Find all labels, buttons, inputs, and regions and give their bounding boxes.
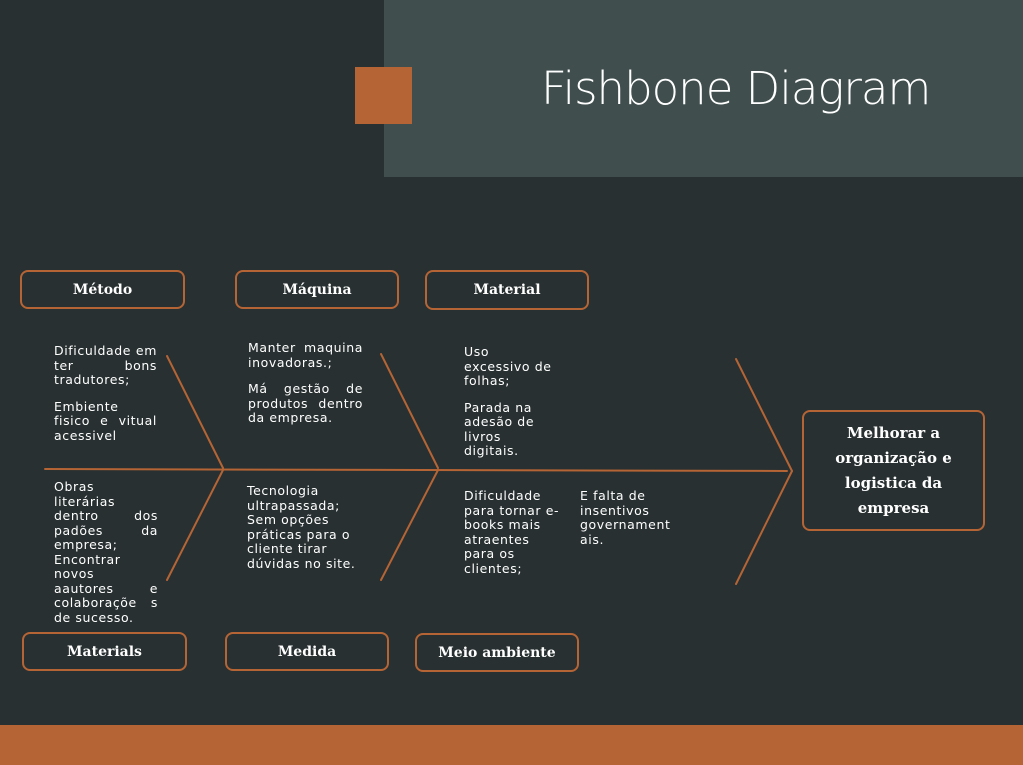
cause-item: Má gestão de produtos dentro da empresa. — [248, 381, 363, 425]
spine-line — [44, 468, 788, 472]
cause-item: Obras literárias dentro dos padões da em… — [54, 479, 158, 625]
causes-meio-ambiente-1: Dificuldade para tornar e-books mais atr… — [464, 488, 560, 576]
category-metodo: Método — [20, 270, 185, 309]
cause-item: Manter maquina inovadoras.; — [248, 340, 363, 370]
category-medida: Medida — [225, 632, 389, 671]
cause-item: Uso excessivo de folhas; — [464, 344, 552, 388]
causes-metodo: Dificuldade em ter bons tradutores; Embi… — [54, 343, 157, 443]
bone-maquina — [380, 353, 439, 469]
cause-item: Embiente fisico e vitual acessivel — [54, 398, 157, 443]
bone-metodo — [166, 355, 224, 469]
category-material: Material — [425, 270, 589, 310]
head-arrow-lower — [735, 470, 793, 585]
problem-statement: Melhorar a organização e logistica da em… — [835, 423, 952, 517]
category-maquina: Máquina — [235, 270, 399, 309]
bone-medida — [380, 469, 439, 581]
footer-bar — [0, 725, 1023, 765]
accent-square — [355, 67, 412, 124]
head-arrow-upper — [735, 358, 793, 472]
causes-materials: Obras literárias dentro dos padões da em… — [54, 479, 158, 625]
cause-item: Parada na adesão de livros digitais. — [464, 399, 535, 458]
cause-item: Dificuldade em ter bons tradutores; — [54, 343, 157, 387]
title-panel — [384, 0, 1023, 177]
bone-materials — [166, 469, 224, 581]
category-materials: Materials — [22, 632, 187, 671]
causes-meio-ambiente-2: E falta de insentivos governament ais. — [580, 488, 692, 547]
causes-maquina: Manter maquina inovadoras.; Má gestão de… — [248, 340, 363, 426]
cause-item: E falta de insentivos governament ais. — [580, 488, 671, 547]
cause-item: Dificuldade para tornar e-books mais atr… — [464, 488, 560, 576]
category-meio-ambiente: Meio ambiente — [415, 633, 579, 672]
causes-material: Uso excessivo de folhas; Parada na adesã… — [464, 344, 554, 459]
cause-item: Tecnologia ultrapassada; Sem opções prát… — [247, 483, 356, 571]
causes-medida: Tecnologia ultrapassada; Sem opções prát… — [247, 483, 360, 571]
page-title: Fishbone Diagram — [541, 62, 931, 115]
fish-head-problem: Melhorar a organização e logistica da em… — [802, 410, 985, 531]
